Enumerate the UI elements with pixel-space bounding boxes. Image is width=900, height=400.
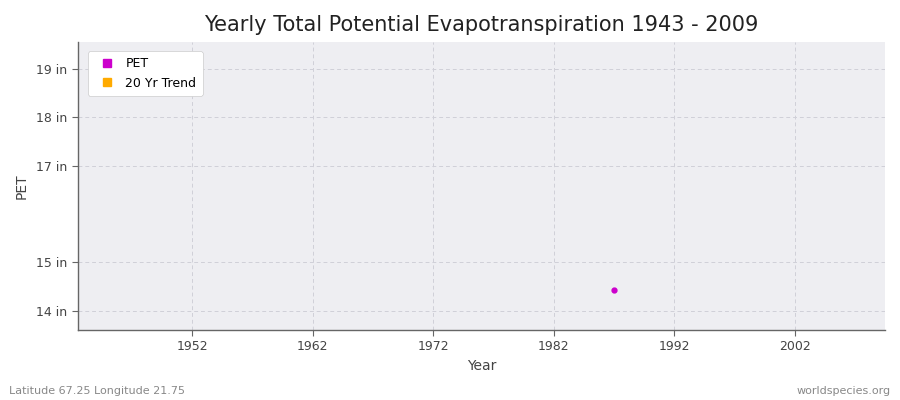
Text: worldspecies.org: worldspecies.org (796, 386, 891, 396)
Legend: PET, 20 Yr Trend: PET, 20 Yr Trend (88, 51, 202, 96)
X-axis label: Year: Year (466, 359, 496, 373)
Text: Latitude 67.25 Longitude 21.75: Latitude 67.25 Longitude 21.75 (9, 386, 185, 396)
Title: Yearly Total Potential Evapotranspiration 1943 - 2009: Yearly Total Potential Evapotranspiratio… (204, 15, 759, 35)
Y-axis label: PET: PET (15, 173, 29, 199)
